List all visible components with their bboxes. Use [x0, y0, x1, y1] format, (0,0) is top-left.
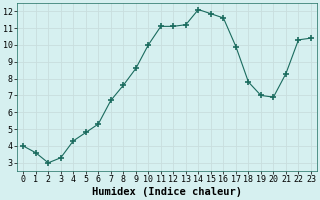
X-axis label: Humidex (Indice chaleur): Humidex (Indice chaleur) — [92, 187, 242, 197]
